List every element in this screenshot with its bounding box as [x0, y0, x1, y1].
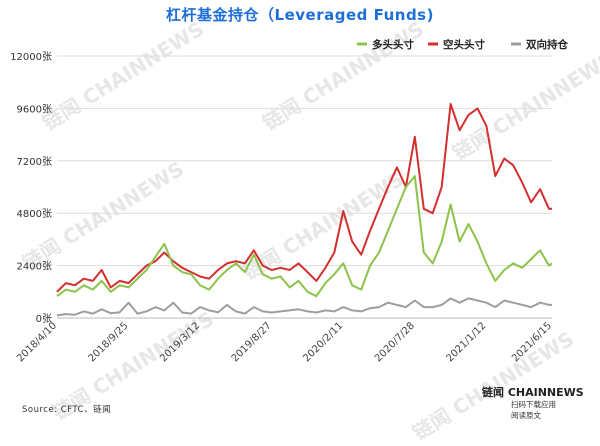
x-tick-label: 2020/2/11	[301, 320, 345, 364]
x-tick-label: 2021/6/15	[510, 320, 554, 364]
brand-logo: 链闻 CHAINNEWS	[482, 386, 584, 399]
brand-sub: 扫码下载应用 阅读原文	[511, 399, 556, 421]
brand-sub-line-1: 扫码下载应用	[511, 400, 556, 409]
x-tick-label: 2021/1/12	[444, 320, 488, 364]
y-tick-label: 0张	[36, 313, 52, 325]
series-group	[56, 103, 553, 317]
series-line	[56, 175, 553, 298]
x-tick-label: 2019/8/27	[230, 320, 274, 364]
y-tick-label: 12000张	[10, 51, 52, 63]
legend-label: 双向持仓	[525, 38, 568, 51]
chart-title: 杠杆基金持仓（Leveraged Funds)	[166, 6, 434, 24]
series-line	[56, 103, 552, 293]
x-tick-label: 2018/4/10	[15, 320, 59, 364]
brand-sub-line-2: 阅读原文	[511, 411, 541, 420]
source-note: Source: CFTC、链闻	[22, 405, 112, 415]
y-tick-label: 4800张	[17, 208, 52, 220]
legend-label: 多头头寸	[372, 38, 414, 51]
series-line	[56, 297, 552, 317]
x-axis: 2018/4/10 2018/9/25 2019/3/12 2019/8/27 2020…	[15, 317, 554, 364]
grid	[57, 55, 552, 319]
x-tick-label: 2020/7/28	[373, 320, 417, 364]
x-tick-label: 2018/9/25	[87, 320, 131, 364]
legend-label: 空头头寸	[443, 38, 485, 51]
x-tick-label: 2019/3/12	[158, 320, 202, 364]
y-tick-label: 7200张	[17, 156, 52, 168]
y-tick-label: 2400张	[17, 261, 52, 273]
y-axis: 0张 2400张 4800张 7200张 9600张 12000张	[10, 51, 52, 325]
y-tick-label: 9600张	[17, 103, 52, 115]
legend: 多头头寸 空头头寸 双向持仓	[357, 38, 568, 51]
